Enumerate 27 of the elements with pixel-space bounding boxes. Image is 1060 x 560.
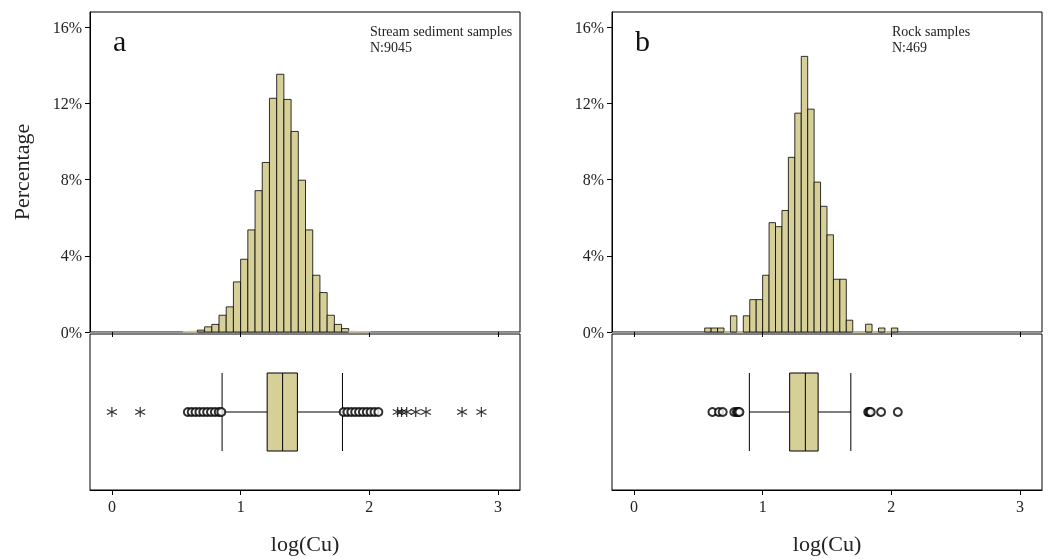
y-axis-title: Percentage [8, 123, 34, 221]
x-axis-title: log(Cu) [270, 530, 340, 556]
y-tick-label: 16% [574, 18, 604, 36]
annotation: N:469 [892, 39, 927, 55]
y-tick-label: 0% [60, 323, 82, 341]
x-tick-label: 3 [494, 497, 503, 515]
annotation: N:9045 [370, 39, 412, 55]
annotation: Stream sediment samples [370, 23, 513, 39]
y-tick-label: 12% [52, 94, 82, 112]
chart-title: b [635, 23, 650, 57]
y-tick-label: 8% [582, 171, 604, 189]
y-tick-label: 0% [582, 323, 604, 341]
chart-title: a [113, 23, 127, 57]
x-tick-label: 0 [629, 497, 638, 515]
x-tick-label: 1 [758, 497, 767, 515]
y-tick-label: 12% [574, 94, 604, 112]
x-tick-label: 1 [236, 497, 245, 515]
y-tick-label: 4% [60, 247, 82, 265]
x-tick-label: 2 [365, 497, 374, 515]
y-tick-label: 4% [582, 247, 604, 265]
x-tick-label: 3 [1016, 497, 1025, 515]
annotation: Rock samples [892, 23, 971, 39]
y-tick-label: 8% [60, 171, 82, 189]
x-tick-label: 0 [107, 497, 116, 515]
x-tick-label: 2 [887, 497, 896, 515]
x-axis-title: log(Cu) [792, 530, 862, 556]
y-tick-label: 16% [52, 18, 82, 36]
